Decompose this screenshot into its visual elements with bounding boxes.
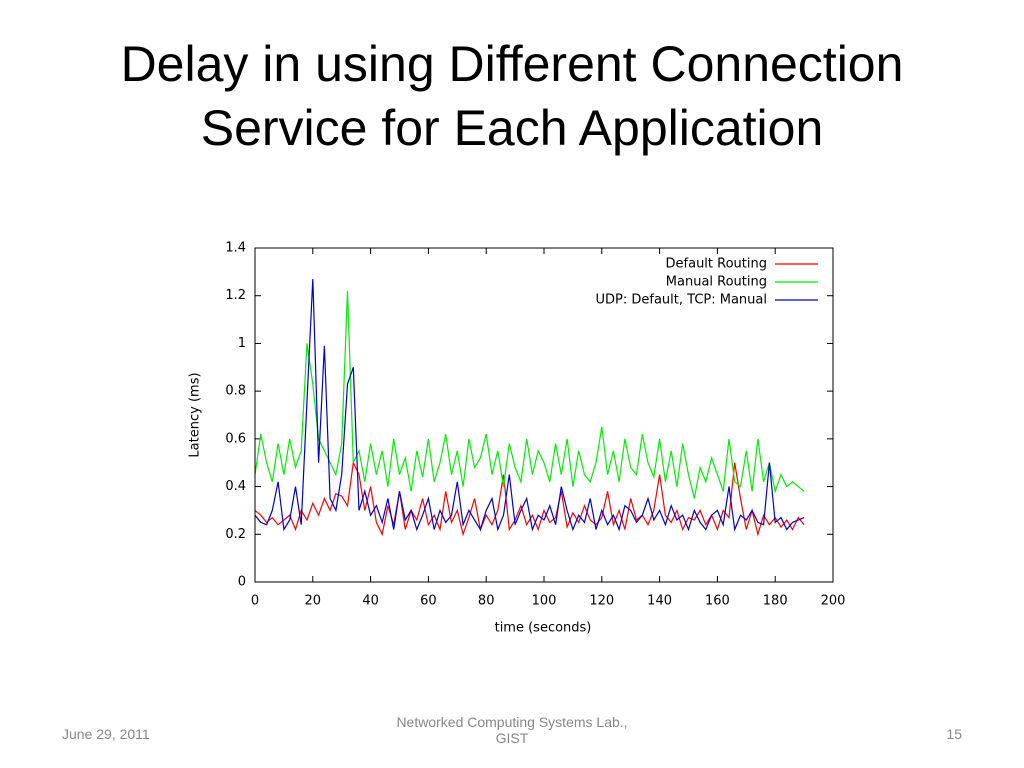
x-tick-label: 180 (763, 594, 788, 609)
x-tick-label: 60 (420, 594, 437, 609)
x-tick-label: 140 (647, 594, 672, 609)
slide-title: Delay in using Different Connection Serv… (120, 36, 904, 156)
y-tick-label: 0.2 (225, 527, 246, 542)
x-tick-label: 120 (589, 594, 614, 609)
x-tick-label: 160 (705, 594, 730, 609)
x-tick-label: 40 (362, 594, 379, 609)
y-tick-label: 1.2 (225, 288, 246, 303)
plot-border (254, 247, 834, 583)
chart: time (seconds) Latency (ms) 0 0.2 0.4 0.6 0.… (188, 241, 846, 636)
footer-date: June 29, 2011 (62, 726, 150, 742)
footer-page: 15 (946, 726, 962, 742)
y-tick-label: 0.6 (225, 431, 246, 446)
y-tick-label: 1 (238, 336, 246, 351)
y-tick-label: 0.8 (225, 384, 246, 399)
y-tick-label: 0.4 (225, 479, 246, 494)
y-tick-label: 1.4 (225, 241, 246, 256)
x-tick-label: 80 (478, 594, 495, 609)
legend-label: Manual Routing (666, 275, 767, 290)
series-line (254, 278, 805, 532)
y-tick-label: 0 (238, 575, 246, 590)
series-line (254, 290, 805, 499)
y-axis-label: Latency (ms) (188, 372, 203, 457)
legend-label: Default Routing (666, 257, 767, 272)
x-tick-label: 20 (305, 594, 322, 609)
x-tick-label: 0 (251, 594, 259, 609)
legend-label: UDP: Default, TCP: Manual (596, 293, 768, 308)
footer-center: Networked Computing Systems Lab., GIST (396, 714, 628, 746)
series-line (254, 460, 805, 537)
x-tick-label: 100 (532, 594, 557, 609)
x-tick-label: 200 (821, 594, 846, 609)
x-axis-label: time (seconds) (495, 621, 592, 636)
